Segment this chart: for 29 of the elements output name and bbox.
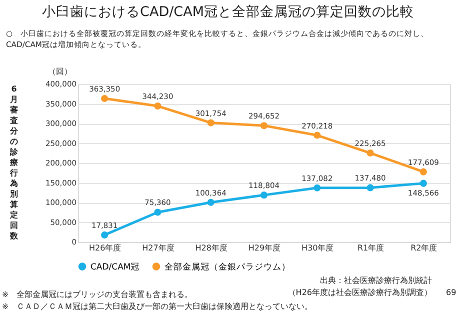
x-tick-label: H28年度 bbox=[195, 244, 228, 252]
source-note: 出典：社会医療診療行為別統計 bbox=[320, 276, 432, 285]
point bbox=[154, 208, 162, 216]
point bbox=[420, 180, 427, 187]
chart-title: 小臼歯におけるCAD/CAM冠と全部金属冠の算定回数の比較 bbox=[42, 4, 414, 20]
point bbox=[420, 168, 427, 176]
point bbox=[260, 122, 268, 130]
text: （H26年度は社会医療診療行為別調査） bbox=[288, 288, 432, 297]
point bbox=[101, 231, 108, 238]
text: （回） bbox=[48, 67, 72, 76]
point bbox=[366, 149, 374, 157]
text: 6月審査分の診療行為別算定回数 bbox=[10, 84, 18, 240]
point bbox=[101, 94, 108, 102]
point bbox=[314, 184, 321, 192]
point bbox=[207, 198, 214, 206]
x-tick-label: H27年度 bbox=[142, 244, 174, 252]
x-tick-label: R2年度 bbox=[410, 244, 438, 252]
x-tick-label: H30年度 bbox=[302, 244, 334, 252]
point bbox=[260, 192, 268, 199]
x-tick-label: R1年度 bbox=[357, 244, 384, 252]
x-tick-label: H29年度 bbox=[248, 244, 281, 252]
legend-label: 全部金属冠（金銀パラジウム） bbox=[164, 262, 290, 273]
x-tick-label: H26年度 bbox=[88, 244, 122, 252]
legend-label: CAD/CAM冠 bbox=[90, 262, 140, 273]
point bbox=[366, 184, 374, 192]
point bbox=[314, 132, 321, 139]
text: 69 bbox=[446, 288, 456, 297]
point bbox=[154, 102, 162, 110]
point bbox=[207, 119, 214, 126]
